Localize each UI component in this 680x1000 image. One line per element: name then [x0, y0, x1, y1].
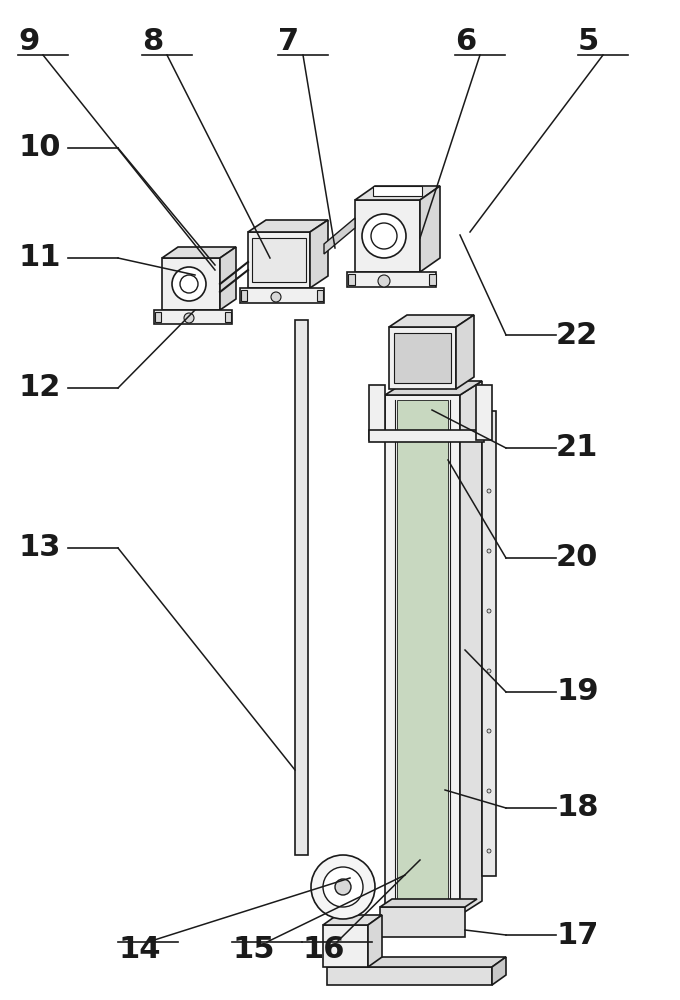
- Text: 21: 21: [556, 434, 598, 462]
- Polygon shape: [369, 430, 484, 442]
- Polygon shape: [482, 411, 496, 876]
- Polygon shape: [327, 957, 506, 967]
- Polygon shape: [355, 200, 420, 272]
- Polygon shape: [476, 385, 492, 440]
- Polygon shape: [355, 186, 440, 200]
- Polygon shape: [324, 218, 355, 254]
- Text: 14: 14: [118, 936, 160, 964]
- Text: 11: 11: [18, 243, 61, 272]
- Polygon shape: [225, 312, 231, 322]
- Text: 17: 17: [556, 920, 598, 950]
- Text: 10: 10: [18, 133, 61, 162]
- Polygon shape: [385, 395, 460, 915]
- Circle shape: [335, 879, 351, 895]
- Polygon shape: [380, 907, 465, 937]
- Polygon shape: [295, 320, 308, 855]
- Text: 13: 13: [18, 534, 61, 562]
- Text: 7: 7: [278, 27, 299, 56]
- Polygon shape: [240, 288, 324, 303]
- Circle shape: [487, 849, 491, 853]
- Polygon shape: [241, 290, 247, 301]
- Text: 6: 6: [455, 27, 476, 56]
- Text: 12: 12: [18, 373, 61, 402]
- Polygon shape: [429, 274, 436, 285]
- Circle shape: [487, 669, 491, 673]
- Polygon shape: [155, 312, 161, 322]
- Polygon shape: [162, 247, 236, 258]
- Circle shape: [487, 489, 491, 493]
- Polygon shape: [327, 967, 492, 985]
- Polygon shape: [162, 258, 220, 310]
- Circle shape: [184, 313, 194, 323]
- Polygon shape: [248, 220, 328, 232]
- Polygon shape: [492, 957, 506, 985]
- Polygon shape: [420, 186, 440, 272]
- Polygon shape: [310, 220, 328, 288]
- Circle shape: [257, 241, 295, 279]
- Polygon shape: [323, 925, 368, 967]
- Circle shape: [266, 250, 286, 270]
- Polygon shape: [389, 315, 474, 327]
- Polygon shape: [389, 327, 456, 389]
- Circle shape: [311, 855, 375, 919]
- Polygon shape: [456, 315, 474, 389]
- Polygon shape: [397, 400, 448, 910]
- Text: 20: 20: [556, 544, 598, 572]
- Polygon shape: [317, 290, 323, 301]
- Circle shape: [172, 267, 206, 301]
- Text: 8: 8: [142, 27, 163, 56]
- Polygon shape: [380, 899, 477, 907]
- Polygon shape: [348, 274, 355, 285]
- Polygon shape: [347, 272, 436, 287]
- Text: 15: 15: [232, 936, 275, 964]
- Text: 5: 5: [578, 27, 599, 56]
- Text: 9: 9: [18, 27, 39, 56]
- Text: 16: 16: [302, 936, 345, 964]
- Polygon shape: [248, 232, 310, 288]
- Polygon shape: [154, 310, 232, 324]
- Circle shape: [378, 275, 390, 287]
- Text: 18: 18: [556, 794, 598, 822]
- Circle shape: [487, 429, 491, 433]
- Polygon shape: [460, 381, 482, 915]
- Text: 22: 22: [556, 320, 598, 350]
- Circle shape: [487, 549, 491, 553]
- Circle shape: [371, 223, 397, 249]
- Circle shape: [271, 292, 281, 302]
- Polygon shape: [385, 381, 482, 395]
- Text: 19: 19: [556, 678, 598, 706]
- Circle shape: [180, 275, 198, 293]
- Circle shape: [362, 214, 406, 258]
- Circle shape: [323, 867, 363, 907]
- Polygon shape: [323, 915, 382, 925]
- Polygon shape: [220, 247, 236, 310]
- Polygon shape: [394, 333, 451, 383]
- Circle shape: [487, 729, 491, 733]
- Circle shape: [487, 789, 491, 793]
- Polygon shape: [252, 238, 306, 282]
- Circle shape: [487, 609, 491, 613]
- Polygon shape: [369, 385, 385, 440]
- Polygon shape: [368, 915, 382, 967]
- Polygon shape: [373, 186, 422, 196]
